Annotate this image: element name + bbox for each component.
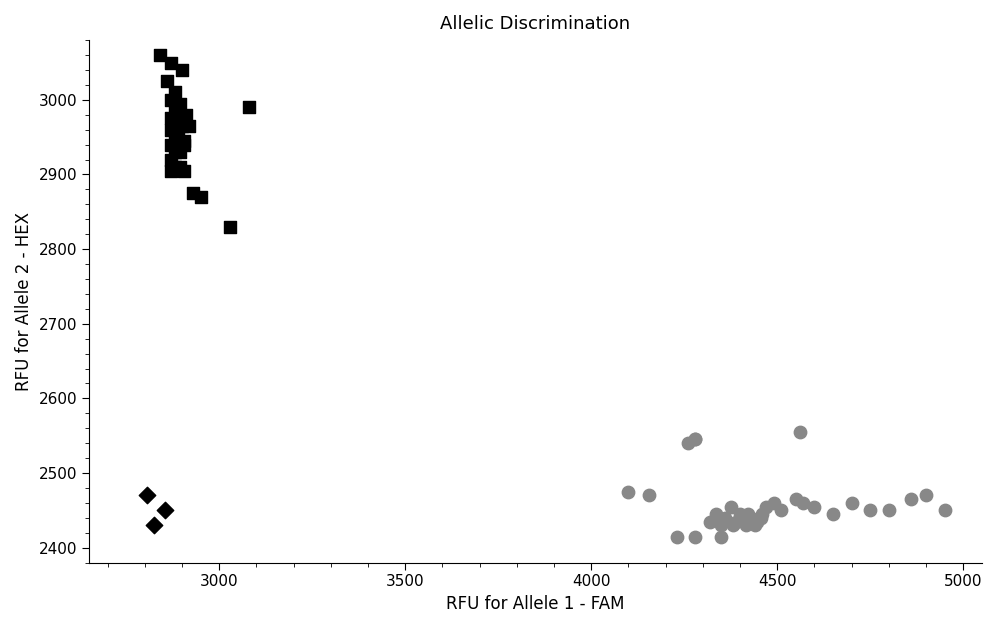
Point — [167, 87, 183, 97]
Point — [163, 58, 179, 68]
Point — [728, 517, 744, 527]
Point — [163, 166, 179, 176]
Point — [170, 128, 186, 138]
Point — [167, 136, 183, 146]
Point — [146, 520, 162, 530]
Point — [163, 125, 179, 135]
Point — [170, 114, 186, 124]
Point — [176, 117, 192, 127]
Point — [708, 509, 724, 519]
Point — [749, 517, 765, 527]
Point — [723, 502, 739, 512]
Point — [167, 147, 183, 157]
Point — [163, 139, 179, 149]
Point — [788, 494, 804, 504]
Point — [241, 102, 257, 112]
Point — [159, 76, 175, 86]
Point — [766, 498, 782, 508]
X-axis label: RFU for Allele 1 - FAM: RFU for Allele 1 - FAM — [446, 595, 625, 613]
Point — [758, 502, 774, 512]
Point — [163, 95, 179, 105]
Point — [139, 490, 155, 501]
Point — [713, 531, 729, 541]
Point — [918, 490, 934, 501]
Point — [753, 513, 769, 523]
Point — [747, 520, 763, 530]
Point — [172, 147, 188, 157]
Point — [862, 506, 878, 516]
Point — [806, 502, 822, 512]
Point — [172, 99, 188, 109]
Point — [937, 506, 953, 516]
Point — [193, 192, 209, 202]
Point — [717, 513, 733, 523]
Point — [152, 50, 168, 60]
Point — [734, 513, 750, 523]
Point — [881, 506, 897, 516]
Point — [844, 498, 860, 508]
Point — [620, 487, 636, 497]
Point — [178, 110, 194, 120]
Point — [176, 139, 192, 149]
Point — [172, 139, 188, 149]
Point — [725, 520, 741, 530]
Point — [795, 498, 811, 508]
Point — [680, 438, 696, 448]
Point — [743, 513, 759, 523]
Point — [163, 154, 179, 165]
Point — [713, 520, 729, 530]
Y-axis label: RFU for Allele 2 - HEX: RFU for Allele 2 - HEX — [15, 212, 33, 391]
Point — [174, 121, 190, 131]
Point — [754, 509, 770, 519]
Point — [702, 517, 718, 527]
Title: Allelic Discrimination: Allelic Discrimination — [440, 15, 631, 33]
Point — [641, 490, 657, 501]
Point — [163, 114, 179, 124]
Point — [176, 136, 192, 146]
Point — [669, 531, 685, 541]
Point — [172, 162, 188, 172]
Point — [738, 520, 754, 530]
Point — [903, 494, 919, 504]
Point — [792, 427, 808, 437]
Point — [687, 531, 703, 541]
Point — [167, 162, 183, 172]
Point — [732, 509, 748, 519]
Point — [740, 509, 756, 519]
Point — [825, 509, 841, 519]
Point — [773, 506, 789, 516]
Point — [181, 121, 197, 131]
Point — [222, 222, 238, 232]
Point — [687, 435, 703, 445]
Point — [167, 102, 183, 112]
Point — [687, 435, 703, 445]
Point — [174, 65, 190, 75]
Point — [185, 188, 201, 198]
Point — [176, 166, 192, 176]
Point — [157, 506, 173, 516]
